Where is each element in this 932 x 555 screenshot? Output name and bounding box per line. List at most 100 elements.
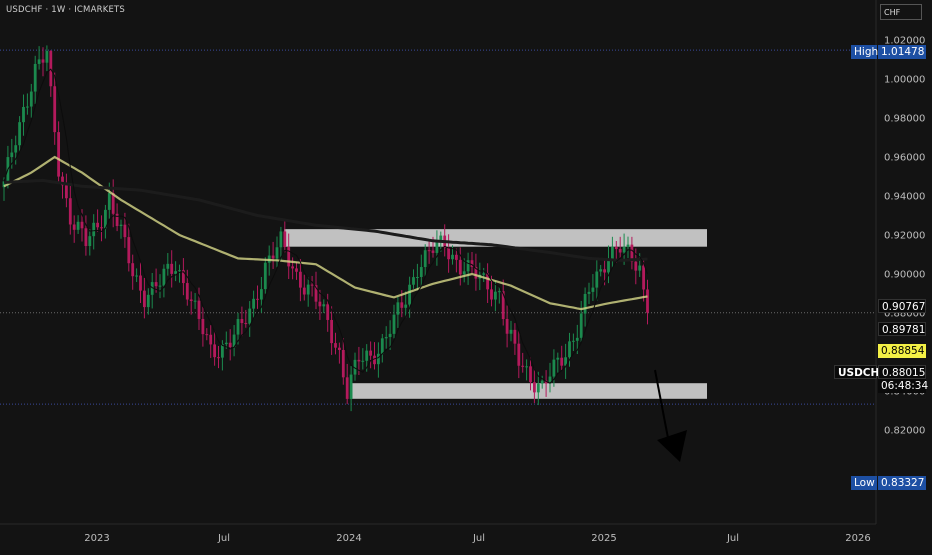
last-price-value: 0.88015 bbox=[878, 365, 926, 379]
candle-body bbox=[451, 254, 454, 260]
candle-body bbox=[131, 263, 135, 277]
candle-body bbox=[544, 380, 548, 384]
candle-body bbox=[517, 343, 521, 366]
candle-body bbox=[630, 244, 634, 262]
candle-body bbox=[416, 276, 419, 278]
candle-body bbox=[244, 323, 248, 325]
candle-body bbox=[217, 357, 220, 359]
candle-body bbox=[357, 359, 361, 362]
candle-body bbox=[326, 304, 330, 320]
candle-body bbox=[26, 106, 29, 108]
candle-body bbox=[392, 314, 396, 334]
candle-body bbox=[228, 342, 232, 348]
candle-body bbox=[579, 313, 583, 338]
candle-body bbox=[494, 291, 497, 300]
candle-body bbox=[583, 293, 587, 314]
candle-body bbox=[119, 224, 123, 227]
candle-body bbox=[197, 300, 201, 319]
candle-body bbox=[310, 284, 314, 286]
candle-body bbox=[127, 237, 131, 264]
candle-body bbox=[154, 282, 158, 287]
candle-body bbox=[521, 365, 525, 367]
reference-lines-layer bbox=[0, 49, 876, 405]
currency-button[interactable]: CHF bbox=[880, 4, 922, 20]
candle-body bbox=[435, 241, 439, 253]
candle-body bbox=[638, 265, 642, 271]
low-value: 0.83327 bbox=[878, 476, 926, 490]
candle-body bbox=[61, 176, 64, 186]
candle-body bbox=[146, 294, 150, 308]
candle-body bbox=[314, 285, 318, 302]
candle-body bbox=[213, 344, 216, 358]
candle-body bbox=[572, 340, 575, 342]
time-tick-label: Jul bbox=[472, 533, 485, 544]
candle-body bbox=[209, 334, 213, 345]
candle-body bbox=[591, 287, 595, 292]
candle-body bbox=[622, 246, 626, 253]
candle-body bbox=[232, 334, 236, 348]
candle-body bbox=[263, 262, 267, 290]
candle-body bbox=[236, 319, 240, 335]
candle-body bbox=[474, 266, 478, 279]
candle-body bbox=[400, 302, 404, 308]
candle-body bbox=[178, 270, 181, 272]
candle-body bbox=[252, 298, 255, 309]
candle-body bbox=[96, 222, 99, 228]
candle-body bbox=[260, 289, 263, 300]
low-tag: Low bbox=[851, 476, 877, 490]
candle-body bbox=[189, 299, 193, 302]
candle-body bbox=[283, 231, 287, 248]
candle-body bbox=[271, 255, 275, 259]
candle-body bbox=[536, 383, 540, 393]
ma-long-value: 0.90767 bbox=[878, 299, 926, 313]
candle-body bbox=[221, 344, 224, 358]
arrow-head bbox=[657, 430, 687, 462]
candle-body bbox=[509, 329, 513, 334]
time-tick-label: 2023 bbox=[84, 533, 109, 544]
candle-body bbox=[92, 222, 96, 237]
candle-body bbox=[72, 224, 76, 230]
candle-body bbox=[603, 269, 606, 273]
high-value: 1.01478 bbox=[878, 45, 926, 59]
bar-countdown: 06:48:34 bbox=[878, 379, 928, 393]
time-tick-label: Jul bbox=[217, 533, 230, 544]
candle-body bbox=[618, 249, 622, 253]
candle-body bbox=[84, 228, 88, 247]
ma-short-value: 0.89781 bbox=[878, 322, 926, 336]
candle-body bbox=[53, 86, 57, 133]
time-tick-label: 2025 bbox=[591, 533, 616, 544]
candle-body bbox=[10, 152, 14, 158]
price-tick-label: 0.90000 bbox=[884, 270, 925, 281]
candle-body bbox=[482, 273, 486, 275]
candle-body bbox=[302, 287, 306, 295]
candle-body bbox=[564, 357, 567, 366]
candle-body bbox=[174, 271, 177, 274]
candle-body bbox=[185, 283, 189, 300]
price-tick-label: 0.88000 bbox=[884, 309, 925, 320]
candle-body bbox=[462, 271, 466, 275]
chart-title: USDCHF · 1W · ICMARKETS bbox=[6, 5, 126, 15]
candle-body bbox=[158, 285, 162, 287]
candle-body bbox=[501, 291, 505, 319]
candle-body bbox=[423, 250, 427, 268]
moving-averages-layer bbox=[3, 68, 648, 384]
candle-body bbox=[45, 50, 49, 63]
ma-mid-line bbox=[3, 155, 648, 311]
candle-body bbox=[279, 231, 283, 248]
candle-body bbox=[2, 181, 6, 188]
candle-body bbox=[123, 224, 127, 238]
candle-body bbox=[334, 343, 337, 348]
candle-body bbox=[201, 318, 205, 335]
candle-body bbox=[466, 260, 470, 272]
candle-body bbox=[525, 366, 528, 368]
candle-body bbox=[513, 329, 517, 344]
candle-body bbox=[240, 319, 244, 324]
price-tick-label: 0.94000 bbox=[884, 192, 925, 203]
candle-body bbox=[256, 298, 259, 300]
time-axis[interactable]: 2023 Jul 2024 Jul 2025 Jul 2026 bbox=[84, 533, 870, 544]
candle-body bbox=[614, 246, 618, 250]
candle-body bbox=[68, 198, 72, 225]
candle-body bbox=[388, 333, 392, 338]
